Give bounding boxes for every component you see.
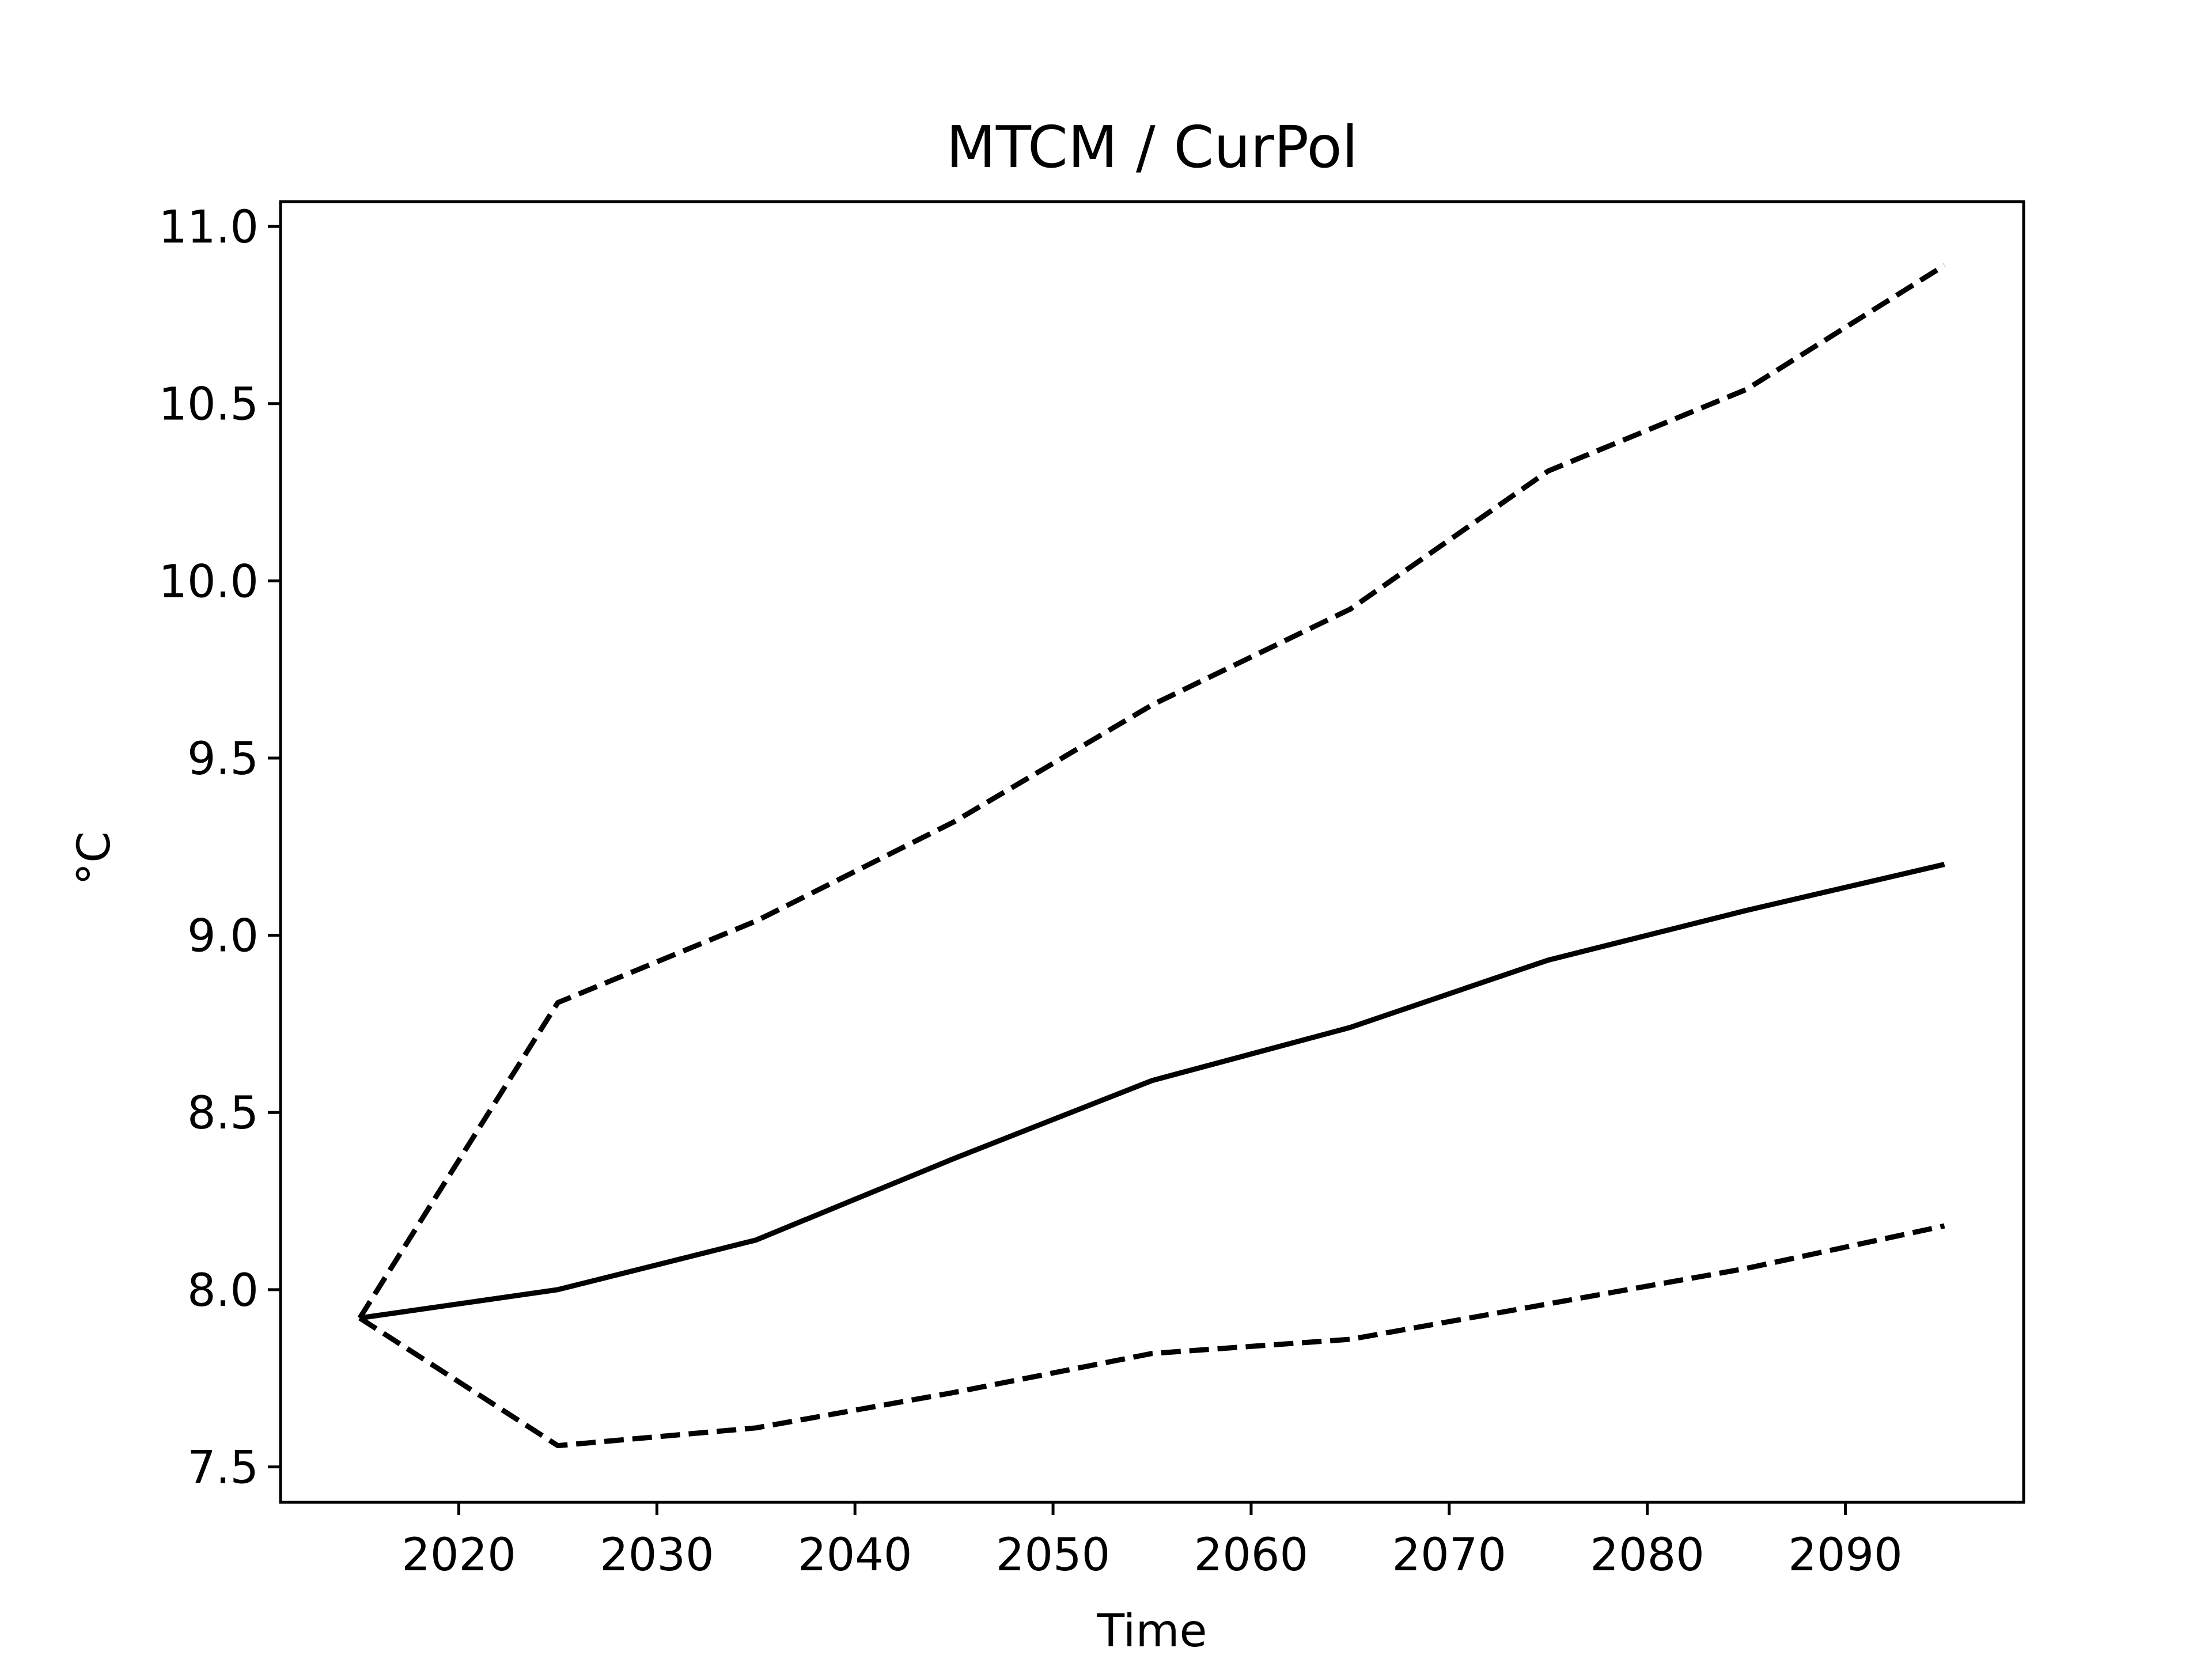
y-tick-label: 8.0	[187, 1265, 259, 1317]
y-tick-label: 9.5	[187, 733, 259, 785]
y-tick-label: 10.0	[158, 556, 259, 608]
y-tick-label: 11.0	[158, 202, 259, 253]
y-tick-label: 9.0	[187, 911, 259, 963]
y-tick-label: 10.5	[158, 379, 259, 431]
x-tick-label: 2040	[798, 1529, 912, 1581]
x-tick-label: 2020	[402, 1529, 516, 1581]
y-tick-label: 8.5	[187, 1088, 259, 1139]
plot-area-frame	[279, 200, 2025, 1504]
series-line-mean	[359, 862, 1945, 1321]
x-tick-label: 2050	[996, 1529, 1111, 1581]
series-line-lower-bound	[358, 1223, 1945, 1449]
series-line-upper-bound	[357, 263, 1946, 1320]
x-tick-label: 2030	[600, 1529, 714, 1581]
chart-title: MTCM / CurPol	[946, 113, 1358, 181]
x-axis-label: Time	[1097, 1605, 1207, 1657]
series-layer	[357, 263, 1946, 1449]
x-tick-label: 2080	[1590, 1529, 1705, 1581]
axes-layer: 2020 2030 2040 2050 2060 2070 2080 2090 7.5 8.0 8.…	[158, 202, 1902, 1581]
x-tick-label: 2060	[1194, 1529, 1309, 1581]
y-tick-label: 7.5	[187, 1442, 259, 1494]
y-axis-label: °C	[69, 831, 120, 885]
x-tick-label: 2090	[1788, 1529, 1903, 1581]
x-tick-label: 2070	[1392, 1529, 1507, 1581]
